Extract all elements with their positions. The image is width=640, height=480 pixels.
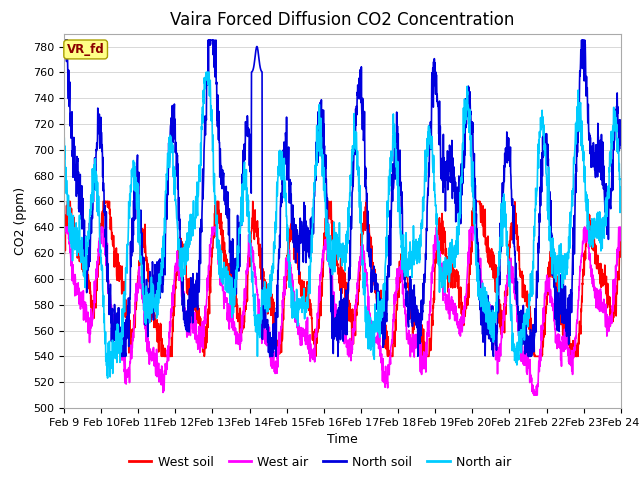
X-axis label: Time: Time (327, 433, 358, 446)
Y-axis label: CO2 (ppm): CO2 (ppm) (15, 187, 28, 255)
Title: Vaira Forced Diffusion CO2 Concentration: Vaira Forced Diffusion CO2 Concentration (170, 11, 515, 29)
Legend: West soil, West air, North soil, North air: West soil, West air, North soil, North a… (124, 451, 516, 474)
Text: VR_fd: VR_fd (67, 43, 104, 56)
